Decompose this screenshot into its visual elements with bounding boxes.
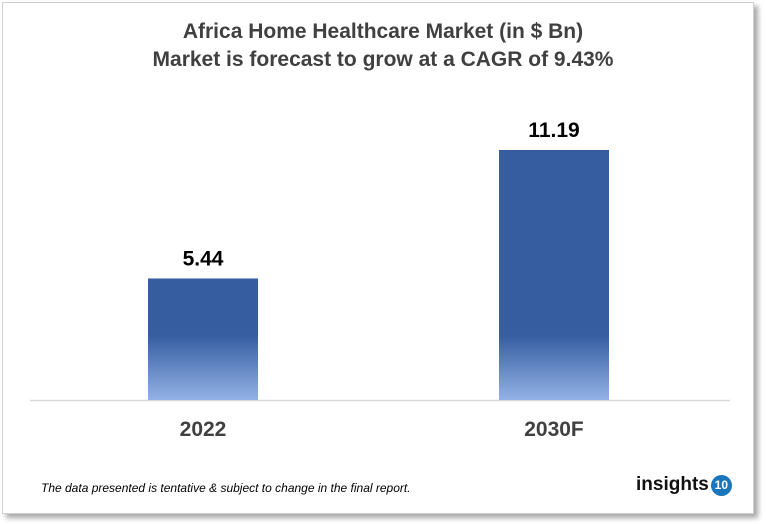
insights10-logo: insights 10	[636, 474, 732, 496]
chart-title: Africa Home Healthcare Market (in $ Bn)	[182, 20, 584, 43]
chart-subtitle: Market is forecast to grow at a CAGR of …	[152, 48, 614, 71]
chart-title-block: Africa Home Healthcare Market (in $ Bn) …	[0, 18, 766, 74]
data-label: 5.44	[183, 247, 224, 270]
logo-badge: 10	[710, 474, 732, 496]
bar-2022	[148, 278, 258, 400]
x-tick-label: 2030F	[524, 418, 584, 441]
data-label: 11.19	[528, 119, 579, 142]
logo-text: insights	[636, 474, 709, 495]
chart-frame	[2, 2, 754, 514]
bar-2030F	[499, 150, 609, 400]
x-tick-label: 2022	[180, 418, 227, 441]
disclaimer-note: The data presented is tentative & subjec…	[41, 481, 411, 495]
